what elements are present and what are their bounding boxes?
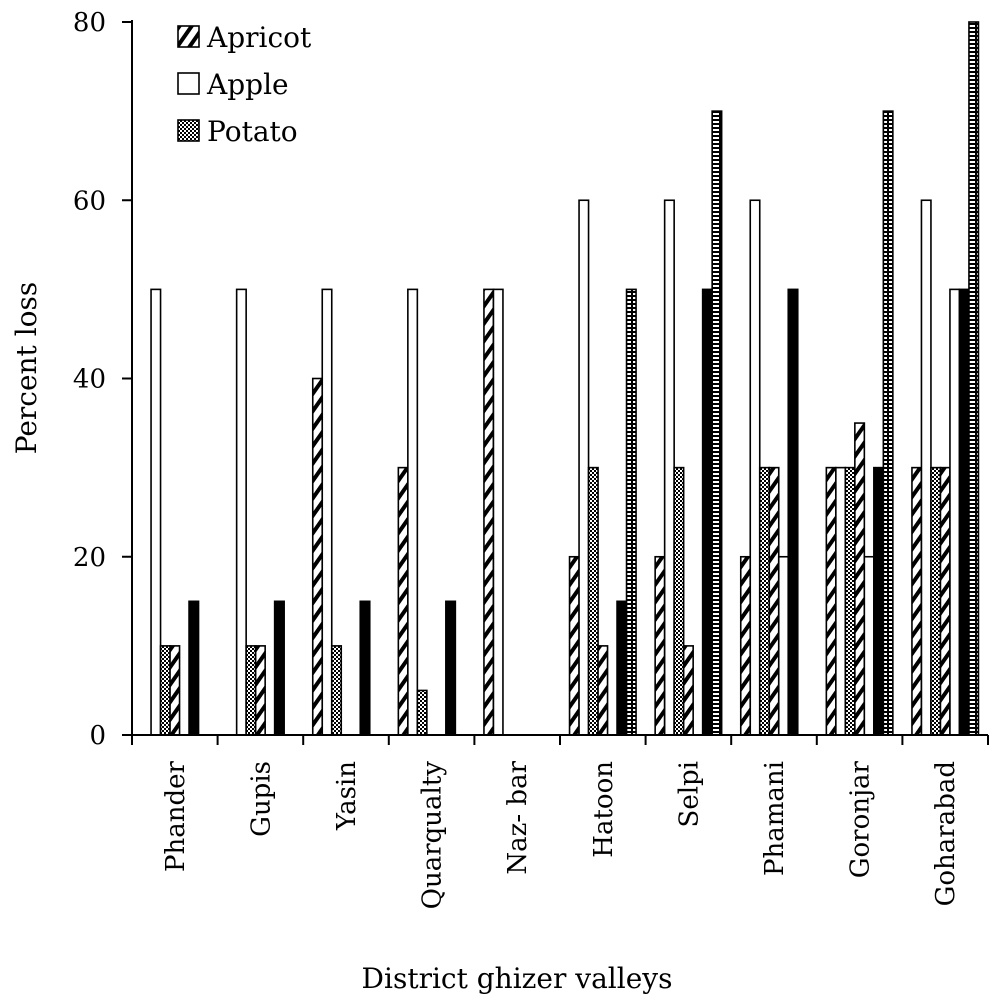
- bar-goharabad-series-6: [958, 288, 970, 736]
- x-axis-title: District ghizer valleys: [362, 962, 673, 995]
- x-category-label: Quarqualty: [418, 761, 448, 910]
- bar-gupis-series-2: [235, 288, 247, 736]
- bars-layer: [150, 21, 980, 736]
- x-category-label: Goharabad: [931, 761, 961, 906]
- bar-nazbar-series-1: [483, 288, 495, 736]
- bar-hatoon-series-7: [625, 288, 637, 736]
- bar-goronjar-series-1: [825, 466, 837, 736]
- bar-gupis-series-3: [245, 645, 257, 736]
- bar-hatoon-series-2: [578, 199, 590, 736]
- bar-goronjar-series-5: [863, 555, 875, 736]
- bar-goharabad-series-5: [949, 288, 961, 736]
- axes-layer: 0 20 40 60 80 Phander Gupis Yasin Quarqualty Naz-…: [73, 8, 989, 910]
- bar-selpi-series-6: [701, 288, 713, 736]
- bar-phamani-series-6: [787, 288, 799, 736]
- bar-phamani-series-1: [739, 555, 752, 736]
- legend: Apricot Apple Potato: [177, 21, 312, 148]
- bar-yasin-series-3: [330, 645, 343, 736]
- legend-label-apple: Apple: [206, 68, 289, 101]
- bar-goronjar-series-2: [835, 466, 847, 736]
- bar-yasin-series-6: [359, 600, 371, 736]
- bar-goharabad-series-4: [939, 466, 951, 736]
- bar-phander-series-4: [169, 645, 181, 736]
- legend-label-apricot: Apricot: [206, 21, 312, 54]
- bar-goharabad-series-2: [920, 199, 932, 736]
- bar-phander-series-3: [159, 645, 171, 736]
- y-tick-label: 60: [73, 186, 106, 216]
- bar-selpi-series-4: [682, 645, 694, 736]
- bar-yasin-series-2: [321, 288, 333, 736]
- bar-quarqualty-series-6: [445, 600, 457, 736]
- bar-selpi-series-3: [673, 466, 685, 736]
- bar-selpi-series-7: [711, 110, 723, 736]
- bar-hatoon-series-3: [587, 466, 599, 736]
- bar-hatoon-series-4: [597, 645, 609, 736]
- bar-phander-series-6: [188, 600, 200, 736]
- x-category-label: Phamani: [760, 761, 790, 876]
- x-category-label: Yasin: [332, 761, 362, 831]
- y-tick-label: 20: [73, 543, 106, 573]
- bar-goronjar-series-6: [873, 466, 885, 736]
- bar-gupis-series-4: [254, 645, 266, 736]
- bar-goharabad-series-1: [911, 466, 923, 736]
- bar-goharabad-series-7: [968, 21, 980, 736]
- y-tick-label: 80: [73, 8, 106, 38]
- x-category-label: Gupis: [246, 761, 276, 837]
- bar-gupis-series-6: [273, 600, 285, 736]
- bar-goronjar-series-7: [882, 110, 894, 736]
- bar-nazbar-series-2: [492, 288, 504, 736]
- y-axis-title: Percent loss: [10, 282, 43, 455]
- x-category-label: Hatoon: [589, 761, 619, 858]
- bar-phamani-series-2: [749, 199, 761, 736]
- bar-phamani-series-3: [758, 466, 771, 736]
- legend-swatch-potato: [177, 119, 200, 142]
- bar-phamani-series-4: [768, 466, 780, 736]
- bar-phamani-series-5: [777, 555, 790, 736]
- x-category-label: Phander: [161, 760, 191, 872]
- bar-goronjar-series-3: [844, 466, 856, 736]
- y-tick-label: 40: [73, 365, 106, 395]
- legend-swatch-apple: [177, 72, 200, 95]
- bar-phander-series-2: [150, 288, 162, 736]
- bar-quarqualty-series-1: [397, 466, 409, 736]
- x-category-label: Goronjar: [846, 760, 876, 878]
- bar-goronjar-series-4: [854, 422, 866, 736]
- bar-yasin-series-1: [311, 377, 324, 736]
- x-category-label: Selpi: [674, 761, 704, 827]
- bar-selpi-series-2: [663, 199, 675, 736]
- bar-hatoon-series-1: [568, 555, 580, 736]
- bar-goharabad-series-3: [930, 466, 942, 736]
- bar-quarqualty-series-2: [407, 288, 419, 736]
- bar-hatoon-series-6: [616, 600, 628, 736]
- bar-selpi-series-1: [654, 555, 666, 736]
- legend-swatch-apricot: [177, 25, 200, 48]
- legend-label-potato: Potato: [207, 115, 298, 148]
- bar-quarqualty-series-3: [416, 689, 428, 736]
- y-tick-label: 0: [89, 721, 106, 751]
- x-category-label: Naz- bar: [503, 760, 533, 874]
